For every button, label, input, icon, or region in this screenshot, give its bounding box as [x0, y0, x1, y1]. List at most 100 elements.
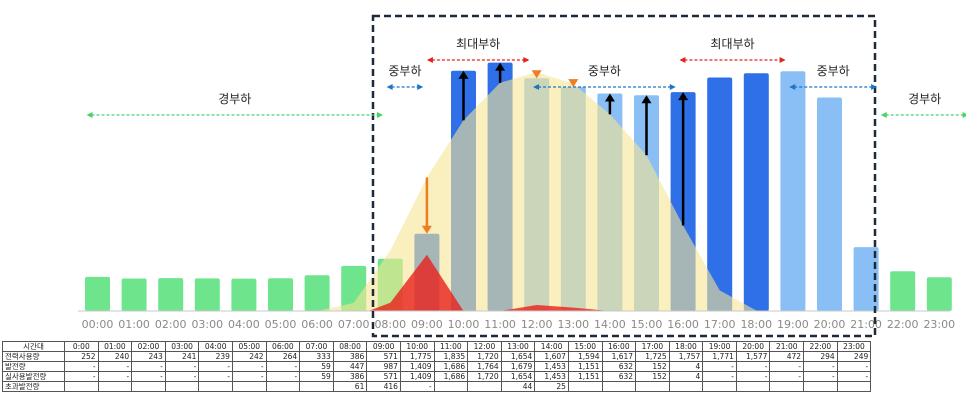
table-cell: 19:00: [702, 341, 737, 352]
x-tick-12:00: 12:00: [521, 318, 553, 331]
table-cell: [164, 381, 200, 392]
band-arrow-right-head: [962, 112, 966, 118]
table-cell: 1,725: [635, 351, 670, 362]
table-cell: [265, 381, 301, 392]
table-cell: 11:00: [433, 341, 469, 352]
band-label-light: 경부하: [218, 92, 251, 106]
table-cell: -: [803, 371, 838, 382]
band-arrow-left-head: [880, 112, 887, 118]
table-cell: 1,654: [500, 351, 536, 362]
x-tick-06:00: 06:00: [301, 318, 333, 331]
table-cell: 21:00: [769, 341, 805, 352]
x-tick-17:00: 17:00: [704, 318, 736, 331]
table-cell: 04:00: [198, 341, 233, 352]
up-arrow-head: [678, 92, 689, 101]
table-cell: 1,607: [534, 351, 569, 362]
row-label: 시간대: [2, 341, 65, 352]
table-cell: 571: [366, 371, 401, 382]
table-row: 실사용발전량 - - - - - - -59 386 571 1,409 1,686 1,720 1,65…: [2, 371, 872, 382]
table-cell: 333: [299, 351, 334, 362]
table-cell: 1,453: [534, 371, 569, 382]
table-cell: 25: [534, 381, 569, 392]
table-cell: 1,594: [567, 351, 603, 362]
adjustment-arrows: [421, 62, 689, 234]
table-cell: 1,151: [567, 361, 603, 372]
table-cell: -: [164, 361, 200, 372]
x-tick-18:00: 18:00: [740, 318, 772, 331]
x-tick-20:00: 20:00: [814, 318, 846, 331]
table-row: 발전량 - - - - - - -59 447 987 1,409 1,686 1,764 1,679 1,…: [2, 361, 872, 372]
table-cell: [433, 381, 469, 392]
table-cell: 23:00: [836, 341, 872, 352]
row-label: 발전량: [2, 361, 65, 372]
band-arrow-right-head: [376, 112, 383, 118]
table-cell: 252: [64, 351, 99, 362]
table-cell: 59: [299, 371, 334, 382]
table-cell: 05:00: [231, 341, 267, 352]
table-row: 초과발전량 61 416- 44 25: [2, 381, 872, 392]
table-cell: -: [231, 361, 267, 372]
x-tick-02:00: 02:00: [155, 318, 187, 331]
table-cell: 1,617: [601, 351, 637, 362]
peak-period-highlight-box: [371, 14, 877, 338]
x-tick-08:00: 08:00: [374, 318, 406, 331]
table-cell: [803, 381, 838, 392]
band-arrow-right-head: [779, 57, 786, 63]
table-cell: 1,720: [467, 351, 502, 362]
table-cell: 13:00: [500, 341, 536, 352]
generation-area: [317, 72, 793, 311]
table-cell: 02:00: [131, 341, 166, 352]
data-table: 시간대 0:00 01:00 02:00 03:00 04:00 05:00 06:00 07:…: [2, 341, 872, 392]
x-tick-07:00: 07:00: [338, 318, 370, 331]
table-cell: 472: [769, 351, 805, 362]
table-cell: 16:00: [601, 341, 637, 352]
table-cell: 241: [164, 351, 200, 362]
band-arrow-right-head: [523, 57, 530, 63]
usage-bar-17:00: [707, 77, 733, 311]
table-cell: 264: [265, 351, 301, 362]
table-cell: 1,151: [567, 371, 603, 382]
x-tick-13:00: 13:00: [557, 318, 589, 331]
table-cell: 07:00: [299, 341, 334, 352]
band-label-peak: 최대부하: [456, 37, 500, 51]
table-cell: [198, 381, 233, 392]
band-label-mid: 중부하: [817, 64, 850, 78]
x-tick-05:00: 05:00: [265, 318, 297, 331]
x-tick-15:00: 15:00: [631, 318, 663, 331]
x-tick-03:00: 03:00: [191, 318, 223, 331]
table-cell: [735, 381, 771, 392]
table-cell: 242: [231, 351, 267, 362]
table-cell: -: [265, 361, 301, 372]
table-cell: [299, 381, 334, 392]
excess-generation-area: [368, 254, 625, 311]
table-cell: 1,757: [668, 351, 704, 362]
table-cell: 152: [635, 371, 670, 382]
usage-bar-00:00: [85, 276, 110, 311]
table-cell: -: [803, 361, 838, 372]
table-cell: 1,679: [500, 361, 536, 372]
table-cell: 1,771: [702, 351, 737, 362]
table-cell: -: [131, 371, 166, 382]
table-cell: -: [231, 371, 267, 382]
table-cell: 249: [836, 351, 872, 362]
table-cell: -: [836, 371, 872, 382]
table-cell: 1,764: [467, 361, 502, 372]
table-cell: 18:00: [668, 341, 704, 352]
table-cell: 14:00: [534, 341, 569, 352]
usage-bar-02:00: [158, 278, 184, 311]
table-cell: 4: [668, 361, 704, 372]
band-arrow-left-head: [386, 84, 393, 90]
table-cell: 4: [668, 371, 704, 382]
table-cell: 20:00: [735, 341, 771, 352]
table-cell: 152: [635, 361, 670, 372]
table-cell: 59: [299, 361, 334, 372]
table-cell: 240: [97, 351, 133, 362]
band-arrow-left-head: [426, 57, 433, 63]
usage-bar-19:00: [780, 71, 806, 311]
table-cell: [668, 381, 704, 392]
usage-bar-20:00: [817, 97, 842, 311]
table-cell: 1,577: [735, 351, 771, 362]
table-cell: 416: [366, 381, 401, 392]
table-cell: [467, 381, 502, 392]
table-cell: -: [131, 361, 166, 372]
